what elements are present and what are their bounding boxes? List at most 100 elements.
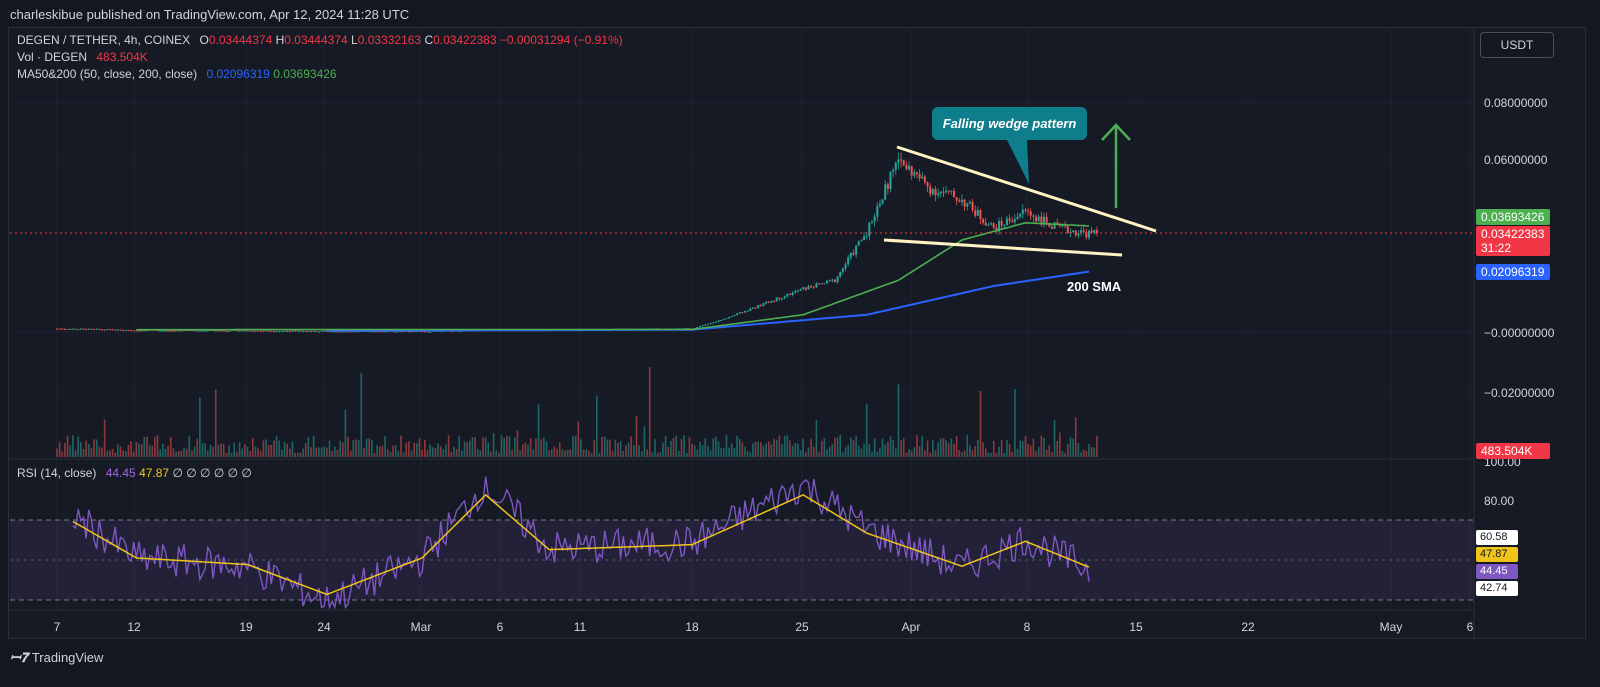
candle-body (751, 307, 754, 309)
high-label: H (275, 33, 285, 47)
volume-bar (1040, 435, 1043, 457)
candle-body (873, 216, 876, 222)
wedge-upper-line[interactable] (896, 145, 1157, 233)
candle-body (399, 331, 402, 333)
candle-body (950, 190, 953, 192)
volume-label[interactable]: Vol · DEGEN (17, 50, 88, 64)
volume-bar (984, 448, 987, 457)
candle-body (114, 329, 117, 331)
candle-body (257, 330, 260, 332)
wedge-lower-line[interactable] (883, 238, 1123, 257)
volume-bar (1037, 446, 1040, 457)
volume-bar (143, 437, 146, 457)
volume-bar (950, 438, 953, 457)
volume-bar (524, 442, 527, 457)
candle-body (169, 330, 172, 332)
volume-bar (352, 440, 355, 457)
ma-label[interactable]: MA50&200 (50, close, 200, close) (17, 67, 198, 81)
candle-body (1053, 222, 1056, 229)
volume-bar (484, 437, 487, 457)
candle-body (1000, 220, 1003, 226)
candle-body (93, 328, 96, 330)
wedge-callout[interactable]: Falling wedge pattern (932, 107, 1087, 140)
candle-body (79, 328, 82, 330)
volume-bar (1043, 437, 1045, 457)
candle-body (217, 330, 220, 332)
volume-bar (934, 450, 937, 457)
breakout-arrow[interactable] (1101, 123, 1131, 208)
candle-body (1082, 230, 1085, 232)
volume-bar (66, 435, 69, 457)
candle-body (847, 257, 850, 265)
candle-body (738, 312, 741, 314)
candle-body (1080, 230, 1083, 234)
volume-bar (561, 449, 564, 457)
candle-body (294, 330, 297, 332)
chart-area[interactable] (8, 27, 1586, 639)
candle-body (161, 330, 164, 332)
candle-body (1019, 213, 1022, 217)
volume-bar (220, 443, 222, 457)
candle-body (749, 308, 752, 311)
tradingview-logo[interactable]: ꟷ𝟕 TradingView (10, 648, 103, 666)
volume-bar (831, 444, 834, 457)
candle-body (794, 291, 797, 293)
candle-body (757, 304, 760, 308)
volume-bar (723, 448, 725, 457)
volume-bar (1074, 417, 1077, 457)
candle-body (140, 330, 143, 332)
time-tick-10: 8 (1023, 620, 1031, 634)
volume-bar (969, 445, 971, 457)
candle-body (100, 329, 103, 331)
volume-bar (1066, 444, 1069, 457)
candle-body (781, 298, 784, 300)
volume-bar (1085, 451, 1088, 457)
volume-bar (1016, 449, 1019, 457)
volume-bar (717, 441, 720, 457)
volume-bar (622, 451, 625, 457)
volume-bar (678, 450, 680, 457)
candle-body (1032, 215, 1035, 217)
volume-bar (87, 444, 90, 457)
volume-bar (424, 439, 426, 457)
rsi-label[interactable]: RSI (14, close) (17, 466, 97, 480)
volume-bar (421, 449, 423, 457)
candle-body (810, 286, 813, 288)
candle-body (770, 301, 773, 303)
candle-body (1027, 210, 1030, 212)
volume-bar (413, 442, 416, 457)
volume-bar (1096, 435, 1098, 457)
volume-bar (635, 416, 638, 457)
volume-bar (193, 446, 196, 457)
candle-body (931, 189, 934, 195)
volume-bar (384, 435, 386, 457)
candle-body (283, 330, 286, 332)
volume-bar (304, 442, 307, 457)
currency-button[interactable]: USDT (1480, 32, 1554, 58)
candle-body (960, 199, 963, 202)
volume-bar (667, 446, 670, 457)
symbol-name[interactable]: DEGEN / TETHER, 4h, COINEX (17, 33, 191, 47)
candle-body (238, 330, 241, 332)
volume-bar (498, 452, 500, 457)
candle-body (1048, 222, 1051, 227)
candle-body (220, 330, 223, 332)
volume-bar (535, 438, 537, 457)
volume-bar (834, 437, 836, 457)
rsi-ma-value: 47.87 (139, 466, 170, 480)
volume-bar (376, 445, 378, 457)
candle-body (87, 328, 90, 330)
volume-bar (468, 440, 471, 457)
candle-body (1037, 216, 1040, 222)
volume-bar (503, 437, 505, 457)
volume-bar (439, 446, 442, 457)
volume-bar (577, 421, 580, 457)
candle-body (958, 200, 961, 202)
candle-body (288, 331, 291, 333)
volume-bar (1082, 449, 1085, 457)
candle-body (918, 173, 921, 179)
ma-blue-tag: 0.02096319 (1476, 264, 1550, 280)
candle-body (717, 320, 720, 322)
price-tick-0.06: 0.06000000 (1484, 153, 1548, 167)
